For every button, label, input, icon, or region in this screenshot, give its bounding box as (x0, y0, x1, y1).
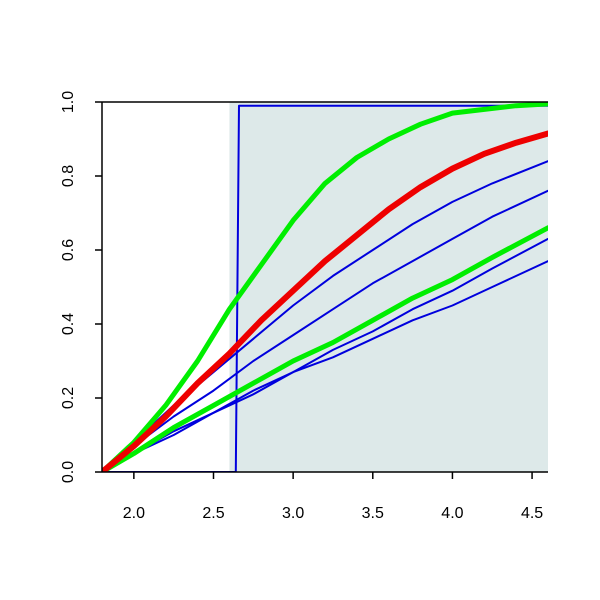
shaded-region (229, 102, 548, 472)
x-tick-label: 3.0 (282, 505, 304, 522)
y-tick-label: 0.4 (60, 313, 77, 335)
series-line-8 (102, 130, 548, 472)
series-line-5 (102, 260, 548, 472)
y-tick-label: 0.2 (60, 387, 77, 409)
x-tick-label: 2.5 (202, 505, 224, 522)
series-line-4 (102, 237, 548, 472)
series-line-3 (102, 189, 548, 472)
y-tick-label: 0.0 (60, 461, 77, 483)
y-tick-label: 1.0 (60, 91, 77, 113)
series-line-6 (102, 102, 548, 472)
series-line-1 (102, 104, 548, 472)
x-axis-ticks: 2.0 2.5 3.0 3.5 4.0 4.5 (123, 472, 543, 522)
x-tick-label: 4.5 (521, 505, 543, 522)
x-tick-label: 3.5 (362, 505, 384, 522)
y-tick-label: 0.6 (60, 239, 77, 261)
y-tick-label: 0.8 (60, 165, 77, 187)
series-line-7 (102, 225, 548, 472)
x-tick-label: 2.0 (123, 505, 145, 522)
axes-layer (101, 101, 548, 473)
plot-area (102, 102, 548, 472)
y-axis-ticks: 0.0 0.2 0.4 0.6 0.8 1.0 (60, 91, 102, 483)
series-layer (102, 102, 548, 472)
x-tick-label: 4.0 (441, 505, 463, 522)
